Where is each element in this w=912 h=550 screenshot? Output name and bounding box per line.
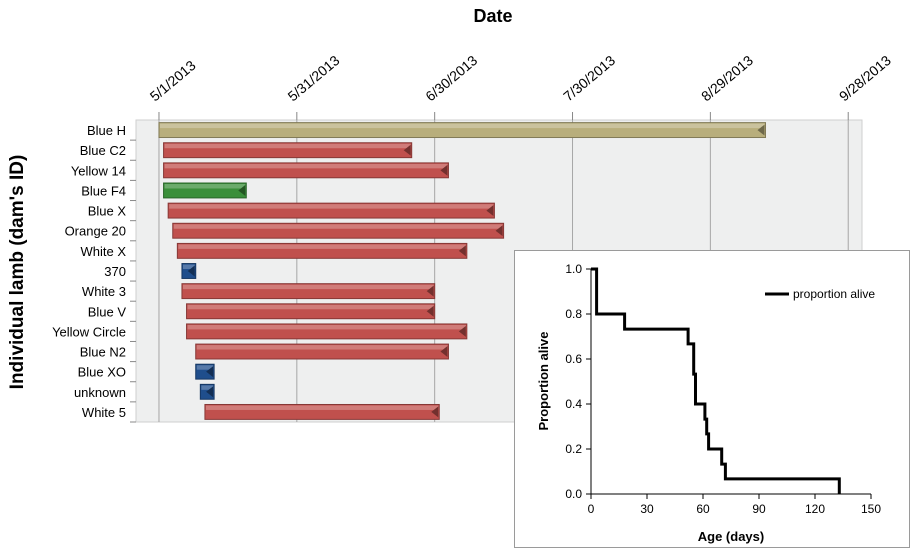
gantt-bar-highlight: [169, 204, 494, 209]
gantt-bar-highlight: [173, 224, 503, 229]
gantt-row-label: Blue N2: [80, 345, 126, 360]
gantt-bar-end-marker: [757, 124, 765, 136]
gantt-bar: [172, 222, 505, 239]
gantt-row-label: White 5: [82, 405, 126, 420]
gantt-bar-end-marker: [206, 386, 214, 398]
survival-x-axis-label: Age (days): [698, 529, 764, 544]
gantt-bar: [176, 242, 468, 259]
gantt-row-label: Orange 20: [65, 224, 126, 239]
gantt-bar-highlight: [201, 385, 214, 390]
gantt-bar: [195, 343, 449, 360]
gantt-bar-end-marker: [440, 164, 448, 176]
gantt-row-label: Blue XO: [78, 365, 126, 380]
gantt-bar: [181, 283, 436, 300]
gantt-bar-end-marker: [458, 245, 466, 257]
gantt-x-tick-label: 9/28/2013: [836, 52, 894, 104]
survival-y-tick-label: 0.8: [565, 307, 582, 321]
survival-y-tick-label: 0.4: [565, 397, 582, 411]
gantt-bar-end-marker: [238, 185, 246, 196]
gantt-bar: [167, 202, 495, 219]
survival-legend: proportion alive: [765, 287, 875, 301]
survival-chart: 0.0 0.2 0.4 0.6 0.8 1.0 0 30 60 90 120 150 proporti…: [536, 262, 881, 544]
gantt-bar-highlight: [182, 284, 434, 290]
gantt-bar-highlight: [205, 405, 439, 410]
gantt-row-label: Yellow Circle: [52, 324, 126, 339]
survival-x-tick-label: 0: [588, 502, 595, 516]
survival-y-tick-label: 1.0: [565, 262, 582, 276]
gantt-bar: [163, 182, 247, 199]
gantt-bar-highlight: [164, 143, 411, 149]
survival-x-tick-label: 60: [696, 502, 710, 516]
gantt-bar-highlight: [178, 244, 466, 249]
survival-y-tick-label: 0.6: [565, 352, 582, 366]
gantt-bar: [186, 323, 468, 340]
gantt-bar-end-marker: [486, 205, 494, 217]
gantt-bar: [204, 403, 440, 420]
survival-x-tick-label: 150: [861, 502, 881, 516]
gantt-row-label: Blue C2: [80, 143, 126, 158]
gantt-bar-end-marker: [403, 144, 411, 156]
gantt-bar-end-marker: [495, 225, 503, 237]
gantt-x-tick-label: 5/1/2013: [147, 57, 199, 104]
gantt-row-label: White X: [80, 244, 126, 259]
gantt-bar-highlight: [164, 184, 246, 189]
gantt-bar-end-marker: [426, 285, 434, 297]
gantt-bar: [195, 363, 215, 380]
survival-x-tick-label: 30: [640, 502, 654, 516]
gantt-bar: [163, 142, 413, 159]
survival-y-axis-label: Proportion alive: [536, 332, 551, 431]
gantt-bar-end-marker: [426, 305, 434, 317]
gantt-x-tick-label: 7/30/2013: [560, 52, 618, 104]
gantt-bar-highlight: [187, 324, 466, 330]
survival-x-tick-label: 90: [752, 502, 766, 516]
gantt-x-tick-label: 8/29/2013: [698, 52, 756, 104]
survival-x-tick-label: 120: [805, 502, 825, 516]
gantt-bar-highlight: [187, 304, 434, 310]
gantt-row-label: Blue V: [88, 304, 127, 319]
gantt-row-label: Yellow 14: [71, 163, 126, 178]
gantt-bar: [186, 303, 436, 320]
gantt-row-label: Blue H: [87, 123, 126, 138]
gantt-bar-end-marker: [458, 325, 466, 337]
gantt-bar-highlight: [196, 365, 214, 370]
gantt-y-axis-label: Individual lamb (dam's ID): [7, 155, 28, 390]
gantt-bar-highlight: [182, 264, 195, 270]
gantt-row-label: White 3: [82, 284, 126, 299]
gantt-bar-end-marker: [206, 366, 214, 378]
gantt-row-label: unknown: [74, 385, 126, 400]
gantt-title: Date: [473, 6, 512, 26]
survival-series: [591, 267, 841, 494]
survival-axes: 0.0 0.2 0.4 0.6 0.8 1.0 0 30 60 90 120 150: [565, 262, 881, 516]
gantt-row-label: Blue X: [88, 204, 127, 219]
gantt-x-tick-label: 6/30/2013: [422, 52, 480, 104]
gantt-bar: [163, 162, 449, 179]
gantt-bar-end-marker: [187, 265, 195, 277]
gantt-bar-highlight: [196, 345, 448, 350]
gantt-x-tick-label: 5/31/2013: [284, 52, 342, 104]
legend-label: proportion alive: [793, 287, 875, 301]
gantt-bar-end-marker: [440, 346, 448, 357]
survival-y-tick-label: 0.2: [565, 442, 582, 456]
gantt-x-tick-labels: 5/1/2013 5/31/2013 6/30/2013 7/30/2013 8/29/…: [147, 52, 894, 104]
gantt-bar-highlight: [164, 163, 448, 169]
gantt-row-label: Blue F4: [81, 183, 126, 198]
gantt-rows: Blue H Blue C2 Yellow 14 Blue F4 Blue X Orang…: [52, 122, 767, 423]
gantt-bar-highlight: [159, 123, 765, 129]
survival-line: [591, 267, 841, 494]
gantt-row-label: 370: [104, 264, 126, 279]
gantt-bar: [158, 122, 767, 139]
survival-inset: 0.0 0.2 0.4 0.6 0.8 1.0 0 30 60 90 120 150 proporti…: [514, 250, 910, 548]
gantt-bar-end-marker: [431, 406, 439, 418]
survival-y-tick-label: 0.0: [565, 487, 582, 501]
